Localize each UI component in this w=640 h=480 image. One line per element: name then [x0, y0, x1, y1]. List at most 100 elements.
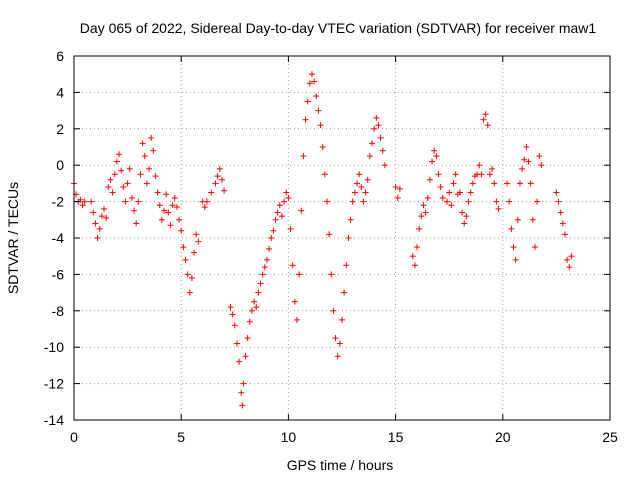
data-point [128, 194, 135, 201]
data-point [203, 198, 210, 205]
data-point [409, 253, 416, 260]
data-point [276, 202, 283, 209]
data-point [429, 158, 436, 165]
data-point [306, 80, 313, 87]
data-point [287, 225, 294, 232]
data-point [124, 180, 131, 187]
data-point [81, 198, 88, 205]
chart-title: Day 065 of 2022, Sidereal Day-to-day VTE… [80, 20, 597, 36]
x-tick-label: 15 [388, 429, 404, 445]
x-tick-label: 25 [602, 429, 618, 445]
data-point [347, 216, 354, 223]
data-point [456, 189, 463, 196]
data-point [381, 162, 388, 169]
data-point [431, 147, 438, 154]
data-point [531, 244, 538, 251]
data-point [242, 353, 249, 360]
data-point [191, 249, 198, 256]
data-point [534, 198, 541, 205]
data-point [379, 147, 386, 154]
data-point [516, 180, 523, 187]
y-tick-label: 4 [56, 84, 64, 100]
data-point [373, 114, 380, 121]
data-point [424, 194, 431, 201]
data-point [345, 235, 352, 241]
data-point [459, 209, 466, 216]
data-point [362, 189, 369, 196]
y-tick-label: -2 [52, 194, 65, 210]
data-point [248, 307, 255, 314]
data-point [354, 180, 361, 187]
data-point [452, 171, 459, 178]
data-point [233, 340, 240, 347]
data-point [504, 180, 511, 187]
y-tick-label: 6 [56, 48, 64, 64]
data-point [304, 98, 311, 105]
data-point [328, 271, 335, 278]
data-point [523, 144, 530, 150]
data-point [489, 165, 496, 172]
data-point [394, 194, 401, 201]
data-point [133, 220, 140, 227]
y-axis-label: SDTVAR / TECUs [5, 182, 21, 294]
data-point [171, 194, 178, 201]
data-point [298, 207, 305, 214]
data-point [135, 198, 142, 205]
data-point [323, 198, 330, 205]
data-point [139, 140, 146, 147]
data-point [527, 180, 534, 187]
y-tick-label: -12 [44, 376, 64, 392]
data-point [268, 235, 275, 241]
y-tick-label: -6 [52, 266, 65, 282]
data-point [536, 153, 543, 160]
data-point [332, 335, 339, 342]
data-point [263, 256, 270, 263]
data-point [285, 194, 292, 201]
data-point [77, 196, 84, 203]
data-point [178, 227, 185, 234]
data-point [343, 262, 350, 269]
data-point [227, 304, 234, 311]
data-point [351, 189, 358, 196]
data-point [238, 389, 245, 396]
data-point [141, 153, 148, 160]
data-point [433, 153, 440, 160]
data-point [255, 289, 262, 296]
data-point [180, 244, 187, 251]
data-point [240, 380, 247, 387]
data-point [239, 402, 246, 409]
data-point [420, 202, 427, 209]
data-point [103, 214, 110, 221]
data-point [482, 111, 489, 118]
data-point [308, 71, 315, 78]
data-point [251, 298, 258, 305]
data-point [173, 204, 180, 211]
data-point [137, 171, 144, 178]
data-point [538, 162, 545, 169]
data-point [315, 107, 322, 114]
data-point [281, 198, 288, 205]
data-point [92, 220, 99, 227]
data-point [555, 198, 562, 205]
data-point [152, 173, 159, 180]
data-point [339, 316, 345, 323]
data-point [116, 151, 123, 158]
data-point [266, 245, 273, 252]
data-point [88, 198, 95, 205]
data-point [163, 191, 170, 198]
data-point [214, 173, 221, 180]
x-axis-label: GPS time / hours [287, 457, 394, 473]
data-point [107, 176, 114, 183]
grid [74, 56, 610, 420]
data-point [341, 289, 348, 296]
data-point [435, 171, 442, 178]
data-point [101, 205, 108, 212]
data-point [113, 158, 120, 165]
data-point [568, 253, 575, 260]
data-point [111, 171, 118, 178]
data-point [521, 156, 528, 163]
data-point [446, 189, 453, 196]
data-point [326, 231, 333, 238]
data-point [154, 189, 161, 196]
data-point [476, 162, 483, 169]
